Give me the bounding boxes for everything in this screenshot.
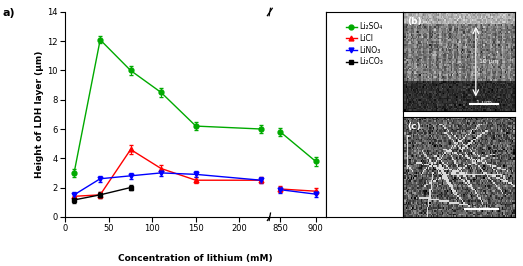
Text: (b): (b)	[407, 17, 422, 26]
Text: 1 μm: 1 μm	[473, 206, 490, 211]
Y-axis label: Height of LDH layer (μm): Height of LDH layer (μm)	[36, 51, 44, 178]
Text: 10 μm: 10 μm	[479, 59, 499, 64]
Text: Concentration of lithium (mM): Concentration of lithium (mM)	[118, 254, 273, 263]
Text: 1 μm: 1 μm	[476, 101, 492, 105]
Text: a): a)	[3, 8, 15, 18]
Legend: Li₂SO₄, LiCl, LiNO₃, Li₂CO₃: Li₂SO₄, LiCl, LiNO₃, Li₂CO₃	[344, 20, 385, 68]
Text: (c): (c)	[407, 122, 421, 131]
